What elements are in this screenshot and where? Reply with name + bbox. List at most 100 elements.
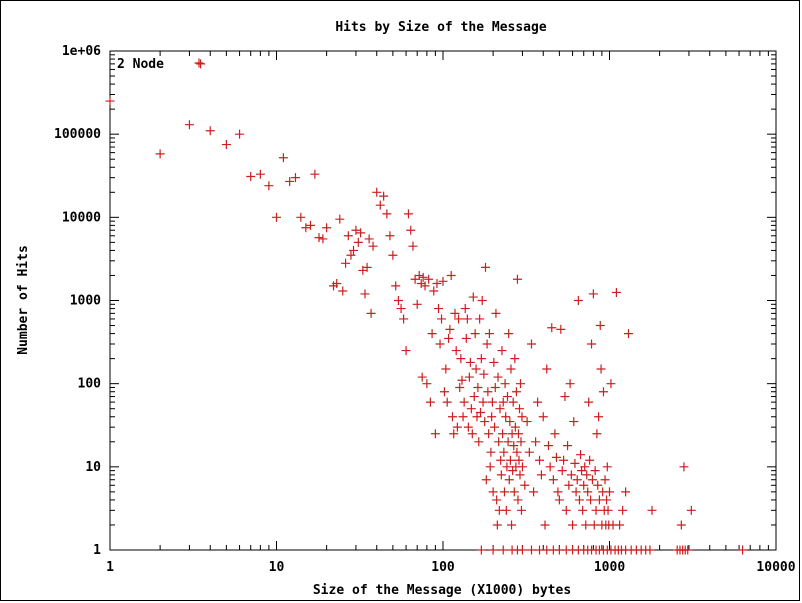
data-point — [606, 379, 616, 389]
data-point — [564, 480, 574, 490]
data-point — [348, 245, 358, 255]
data-point — [561, 505, 571, 515]
data-point — [362, 262, 372, 272]
data-point — [399, 314, 409, 324]
data-point — [461, 333, 471, 343]
data-point — [600, 475, 610, 485]
data-point — [572, 475, 582, 485]
data-point — [449, 429, 459, 439]
legend: 2 Node — [117, 57, 204, 72]
data-point — [455, 382, 465, 392]
plot-area — [109, 50, 777, 551]
data-point — [582, 470, 592, 480]
data-point — [422, 379, 432, 389]
data-point — [427, 329, 437, 339]
data-point — [272, 212, 281, 222]
data-point — [410, 274, 420, 284]
data-point — [587, 475, 597, 485]
data-point — [490, 382, 500, 392]
data-point — [611, 287, 621, 297]
y-tick-label: 1 — [93, 543, 101, 558]
data-point — [480, 417, 490, 427]
data-point — [353, 237, 363, 247]
data-point — [548, 475, 558, 485]
y-tick-label: 1000 — [70, 294, 101, 309]
data-point — [318, 234, 328, 244]
data-point — [375, 200, 385, 210]
data-point — [568, 520, 578, 530]
data-point — [456, 354, 466, 364]
data-point — [504, 475, 514, 485]
data-point — [492, 520, 502, 530]
data-point — [364, 234, 374, 244]
data-point — [476, 545, 486, 555]
data-point — [416, 279, 426, 289]
data-point — [556, 324, 566, 334]
data-point — [559, 455, 569, 465]
data-point — [457, 375, 467, 385]
data-point — [563, 441, 573, 451]
data-point — [536, 470, 546, 480]
data-point — [278, 153, 288, 163]
data-point — [553, 487, 563, 497]
data-point — [459, 397, 469, 407]
data-point — [508, 397, 518, 407]
data-point — [520, 480, 530, 490]
data-point — [602, 495, 612, 505]
data-point — [573, 296, 583, 305]
data-point — [586, 495, 596, 505]
data-point — [471, 364, 481, 374]
data-point — [474, 437, 484, 447]
data-point — [346, 250, 356, 260]
data-point — [437, 314, 447, 324]
data-point — [388, 250, 398, 260]
data-point — [372, 187, 382, 197]
x-tick-label: 1 — [106, 560, 114, 575]
legend-marker — [194, 58, 204, 68]
data-point — [439, 387, 449, 397]
data-point — [483, 387, 493, 397]
data-point — [105, 96, 115, 106]
data-point — [647, 505, 657, 515]
data-point — [542, 364, 552, 374]
data-point — [580, 462, 590, 472]
data-point — [591, 505, 601, 515]
data-point — [486, 447, 496, 457]
data-point — [507, 520, 517, 530]
data-point — [221, 140, 231, 150]
data-point — [545, 462, 555, 472]
x-axis-label: Size of the Message (X1000) bytes — [313, 583, 571, 598]
data-point — [493, 372, 503, 382]
data-point — [522, 417, 532, 427]
data-point — [615, 520, 625, 530]
data-point — [184, 120, 194, 130]
data-point — [235, 129, 245, 139]
data-point — [590, 466, 600, 476]
x-tick-label: 100 — [431, 560, 455, 575]
data-point — [463, 422, 473, 432]
data-point — [473, 382, 483, 392]
data-point — [579, 480, 589, 490]
y-tick-label: 100 — [78, 377, 102, 392]
data-point — [425, 397, 435, 407]
data-point — [412, 299, 422, 309]
data-point — [511, 387, 521, 397]
data-point — [351, 225, 361, 235]
data-point — [484, 429, 494, 439]
data-point — [500, 379, 510, 389]
data-point — [596, 364, 606, 374]
data-point — [503, 437, 513, 447]
data-point — [458, 412, 468, 422]
data-point — [446, 270, 456, 280]
data-point — [447, 412, 457, 422]
data-point — [488, 545, 498, 555]
data-point — [501, 412, 511, 422]
x-tick-label: 10 — [269, 560, 285, 575]
data-point — [479, 369, 489, 379]
data-point — [560, 392, 570, 402]
data-point — [738, 545, 748, 555]
data-point — [498, 429, 508, 439]
data-point — [524, 447, 534, 457]
data-point — [417, 372, 427, 382]
